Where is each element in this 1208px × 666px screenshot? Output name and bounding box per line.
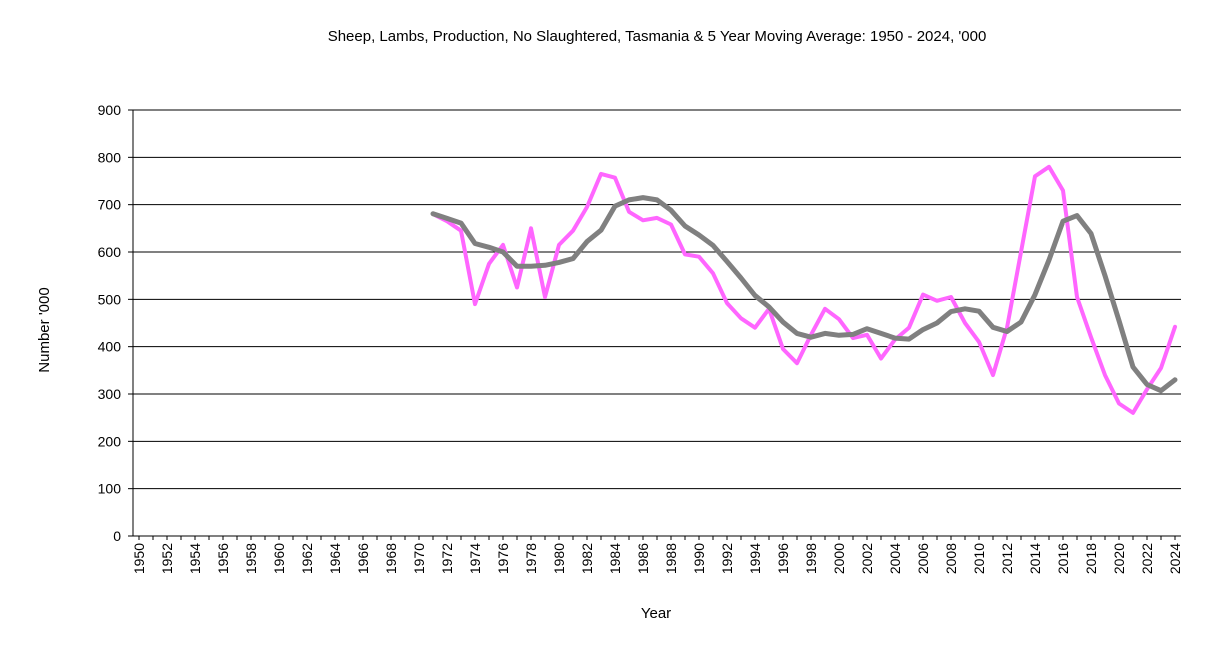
x-tick-label: 1966: [355, 543, 371, 574]
x-tick-label: 1988: [663, 543, 679, 574]
y-tick-label: 800: [98, 149, 122, 165]
y-tick-label: 700: [98, 197, 122, 213]
x-tick-label: 1984: [607, 543, 623, 574]
y-tick-label: 500: [98, 291, 122, 307]
x-tick-label: 2014: [1027, 543, 1043, 574]
series-lines: [430, 164, 1178, 415]
x-tick-label: 1976: [495, 543, 511, 574]
x-tick-label: 2022: [1139, 543, 1155, 574]
x-tick-label: 1970: [411, 543, 427, 574]
x-tick-label: 2006: [915, 543, 931, 574]
x-tick-label: 1960: [271, 543, 287, 574]
y-tick-labels: 0 100 200 300 400 500 600 700 800 900: [98, 102, 122, 544]
x-tick-label: 1992: [719, 543, 735, 574]
x-tick-label: 1964: [327, 543, 343, 574]
x-tick-label: 1962: [299, 543, 315, 574]
x-tick-label: 2024: [1167, 543, 1183, 574]
x-tick-label: 2000: [831, 543, 847, 574]
x-tick-label: 2004: [887, 543, 903, 574]
x-tick-label: 2008: [943, 543, 959, 574]
x-tick-label: 1998: [803, 543, 819, 574]
x-tick-label: 2010: [971, 543, 987, 574]
y-tick-label: 600: [98, 244, 122, 260]
grid-lines: [133, 109, 1181, 490]
x-tick-label: 1950: [131, 543, 147, 574]
x-tick-label: 1952: [159, 543, 175, 574]
slaughtered-series-line: [431, 164, 1177, 415]
x-tick-label: 2020: [1111, 543, 1127, 574]
x-tick-label: 1996: [775, 543, 791, 574]
y-tick-label: 200: [98, 433, 122, 449]
x-tick-label: 1986: [635, 543, 651, 574]
y-tick-label: 400: [98, 339, 122, 355]
x-tick-label: 1994: [747, 543, 763, 574]
y-tick-label: 0: [113, 528, 121, 544]
axes: [128, 109, 1181, 540]
y-axis-title: Number '000: [36, 287, 53, 372]
x-tick-label: 1972: [439, 543, 455, 574]
y-tick-label: 100: [98, 481, 122, 497]
x-tick-label: 1974: [467, 543, 483, 574]
x-tick-label: 2018: [1083, 543, 1099, 574]
x-tick-label: 2012: [999, 543, 1015, 574]
x-tick-labels: 1950 1952 1954 1956 1958 1960 1962 1964 1966 1968…: [131, 543, 1183, 574]
x-tick-label: 2002: [859, 543, 875, 574]
x-tick-label: 1982: [579, 543, 595, 574]
y-tick-label: 900: [98, 102, 122, 118]
chart-title: Sheep, Lambs, Production, No Slaughtered…: [328, 28, 987, 45]
x-tick-label: 2016: [1055, 543, 1071, 574]
x-tick-label: 1958: [243, 543, 259, 574]
x-axis-title: Year: [641, 605, 671, 622]
moving-average-line: [430, 195, 1178, 394]
x-tick-label: 1956: [215, 543, 231, 574]
x-tick-label: 1978: [523, 543, 539, 574]
x-tick-label: 1954: [187, 543, 203, 574]
y-tick-label: 300: [98, 386, 122, 402]
x-tick-label: 1990: [691, 543, 707, 574]
x-tick-label: 1968: [383, 543, 399, 574]
x-tick-label: 1980: [551, 543, 567, 574]
